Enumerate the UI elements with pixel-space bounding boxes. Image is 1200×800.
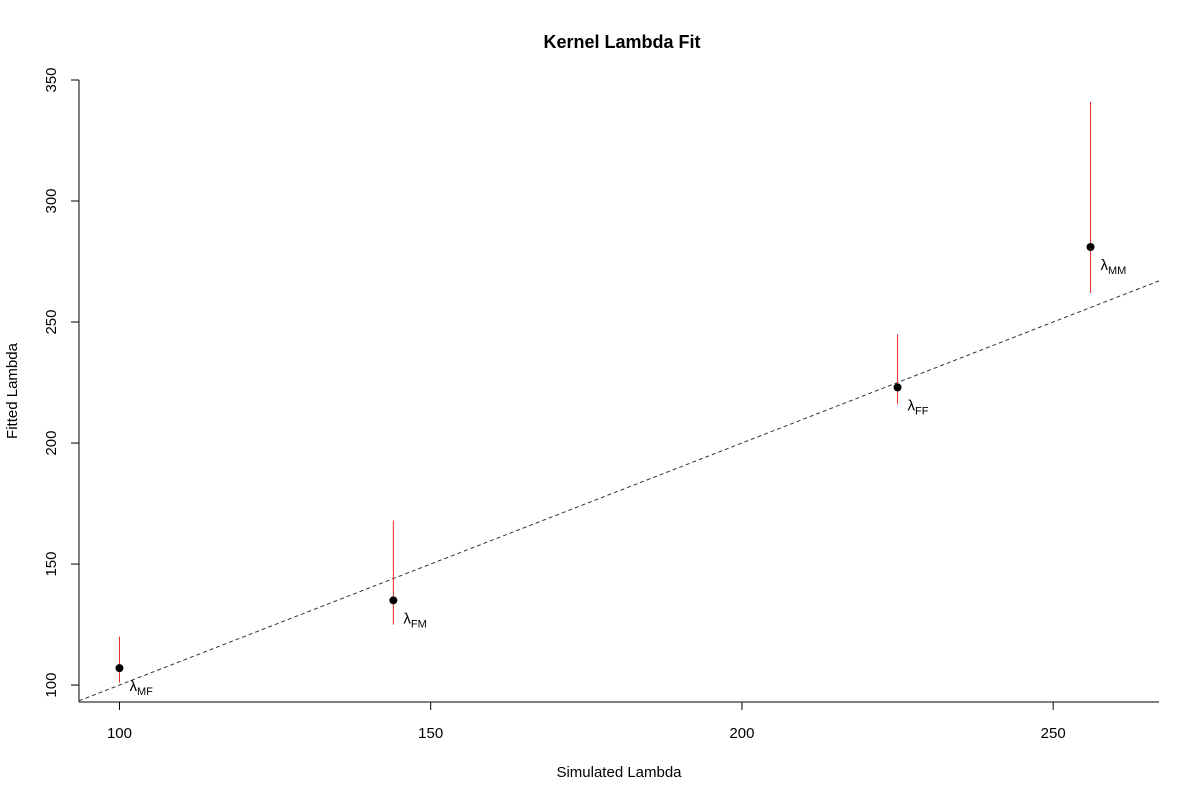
data-point-fm [389, 596, 398, 605]
point-label-mf: λMF [129, 678, 153, 698]
point-label-symbol-ff: λ [908, 397, 916, 414]
point-label-symbol-mf: λ [129, 678, 137, 695]
point-label-subscript-ff: FF [915, 405, 929, 417]
y-tick-label-350: 350 [43, 67, 60, 92]
point-label-ff: λFF [908, 397, 929, 417]
x-tick-label-250: 250 [1041, 725, 1066, 742]
point-label-fm: λFM [403, 610, 426, 630]
point-label-symbol-mm: λ [1101, 257, 1109, 274]
y-tick-label-150: 150 [43, 552, 60, 577]
axes: 100 150 200 250 100 150 200 250 300 350 [43, 67, 1159, 742]
y-axis-label: Fitted Lambda [4, 342, 21, 439]
data-point-ff [893, 383, 902, 392]
identity-reference-line [78, 280, 1160, 702]
y-tick-label-300: 300 [43, 188, 60, 213]
x-tick-label-200: 200 [729, 725, 754, 742]
reference-line-group [78, 280, 1160, 702]
data-point-mf [115, 664, 124, 673]
x-axis-label: Simulated Lambda [556, 764, 682, 781]
point-label-subscript-mm: MM [1108, 265, 1126, 277]
point-label-mm: λMM [1101, 257, 1127, 277]
point-label-subscript-fm: FM [411, 618, 427, 630]
chart-title: Kernel Lambda Fit [543, 32, 700, 52]
y-tick-label-100: 100 [43, 673, 60, 698]
y-tick-label-200: 200 [43, 431, 60, 456]
x-tick-label-150: 150 [418, 725, 443, 742]
y-tick-label-250: 250 [43, 310, 60, 335]
x-tick-label-100: 100 [107, 725, 132, 742]
point-label-symbol-fm: λ [403, 610, 411, 627]
data-point-mm [1086, 242, 1095, 251]
point-label-subscript-mf: MF [137, 686, 153, 698]
